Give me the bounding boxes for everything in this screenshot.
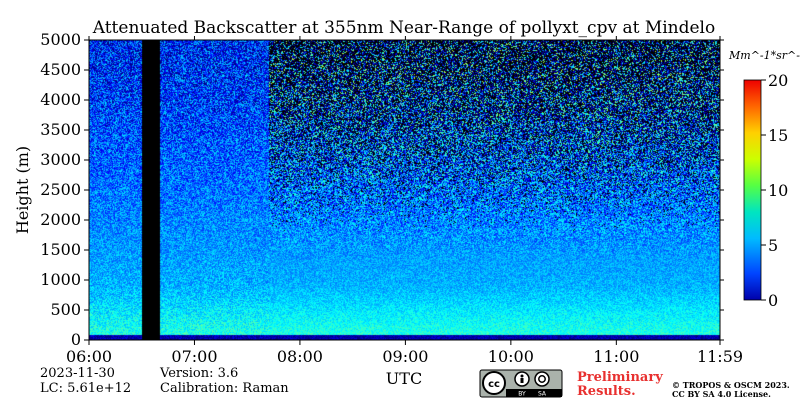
- colorbar-tick-label: 0: [768, 291, 778, 310]
- colorbar-tick-label: 15: [768, 126, 788, 145]
- y-tick-label: 500: [50, 300, 81, 319]
- colorbar-unit: Mm^-1*sr^-1: [728, 49, 800, 62]
- copyright-line2: CC BY SA 4.0 License.: [672, 389, 771, 399]
- cc-by-sa-icon: cc BY SA: [479, 369, 563, 398]
- y-tick-label: 3000: [40, 150, 81, 169]
- x-tick-label: 10:00: [488, 347, 534, 366]
- x-tick-label: 07:00: [171, 347, 217, 366]
- y-tick-label: 4500: [40, 60, 81, 79]
- y-axis-label: Height (m): [13, 146, 32, 234]
- x-tick-label: 09:00: [382, 347, 428, 366]
- colorbar-tick-label: 20: [768, 71, 788, 90]
- y-tick-label: 4000: [40, 90, 81, 109]
- svg-text:SA: SA: [538, 391, 547, 398]
- footer-calibration: Calibration: Raman: [160, 381, 289, 396]
- preliminary-label-line2: Results.: [577, 384, 636, 399]
- x-tick-label: 06:00: [66, 347, 112, 366]
- y-tick-label: 1500: [40, 240, 81, 259]
- y-tick-label: 2000: [40, 210, 81, 229]
- x-tick-label: 08:00: [277, 347, 323, 366]
- backscatter-heatmap: [89, 40, 720, 340]
- colorbar: [743, 79, 762, 301]
- plot-area: [89, 40, 720, 340]
- x-axis: 06:00 07:00 08:00 09:00 10:00 11:00 11:59: [66, 36, 743, 366]
- preliminary-label-line1: Preliminary: [577, 370, 663, 385]
- y-tick-label: 0: [71, 330, 81, 349]
- footer-lc: LC: 5.61e+12: [40, 381, 131, 396]
- x-axis-label: UTC: [386, 369, 422, 388]
- y-axis: 0 500 1000 1500 2000 2500 3000 3500 4000 4500 5000: [40, 30, 724, 349]
- colorbar-ticks: 0 5 10 15 20: [761, 71, 788, 310]
- copyright-line1: © TROPOS & OSCM 2023.: [672, 380, 790, 390]
- footer-version: Version: 3.6: [159, 366, 238, 381]
- x-tick-label: 11:00: [593, 347, 639, 366]
- chart-title: Attenuated Backscatter at 355nm Near-Ran…: [92, 18, 715, 38]
- svg-text:BY: BY: [518, 391, 526, 398]
- y-tick-label: 1000: [40, 270, 81, 289]
- y-tick-label: 5000: [40, 30, 81, 49]
- colorbar-tick-label: 10: [768, 181, 788, 200]
- svg-text:cc: cc: [488, 379, 500, 390]
- y-tick-label: 2500: [40, 180, 81, 199]
- footer-date: 2023-11-30: [40, 366, 115, 381]
- colorbar-tick-label: 5: [768, 236, 778, 255]
- x-tick-label: 11:59: [697, 347, 743, 366]
- y-tick-label: 3500: [40, 120, 81, 139]
